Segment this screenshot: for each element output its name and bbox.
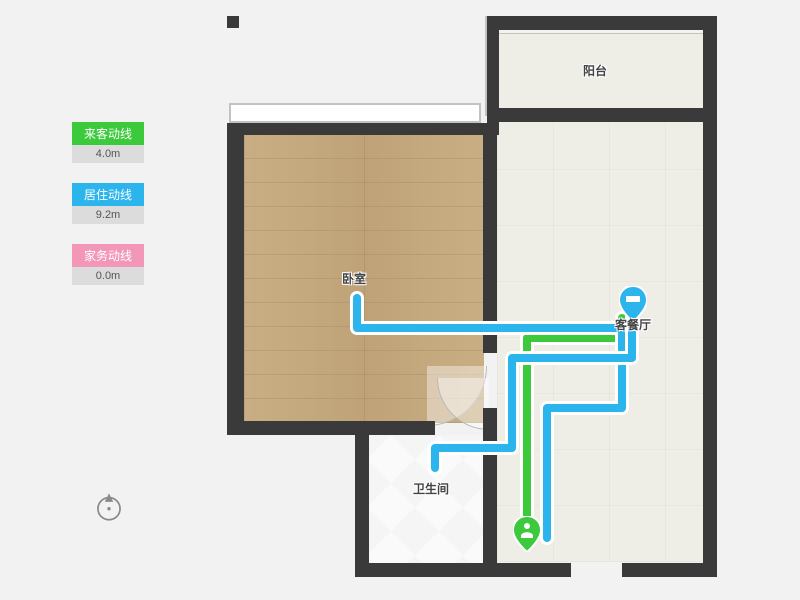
room-living bbox=[497, 122, 705, 562]
wall bbox=[483, 421, 497, 576]
label-living: 客餐厅 bbox=[615, 316, 651, 333]
legend-item-chores: 家务动线 0.0m bbox=[72, 244, 144, 285]
legend-item-guest: 来客动线 4.0m bbox=[72, 122, 144, 163]
balcony-rail-left bbox=[229, 103, 481, 123]
wall bbox=[622, 563, 717, 577]
wall bbox=[355, 421, 369, 576]
wall bbox=[227, 123, 244, 433]
label-bath: 卫生间 bbox=[413, 480, 449, 497]
wall bbox=[557, 563, 571, 577]
room-bath bbox=[367, 435, 487, 565]
marker-person-icon bbox=[513, 516, 541, 552]
wall bbox=[227, 16, 239, 28]
legend-label-guest: 来客动线 bbox=[72, 122, 144, 145]
compass-icon bbox=[92, 490, 126, 524]
wall bbox=[355, 563, 570, 577]
wall bbox=[487, 16, 715, 30]
wall bbox=[483, 123, 497, 353]
wall bbox=[227, 123, 487, 135]
legend: 来客动线 4.0m 居住动线 9.2m 家务动线 0.0m bbox=[72, 122, 144, 305]
legend-value-chores: 0.0m bbox=[72, 267, 144, 285]
wall bbox=[487, 108, 715, 122]
wall bbox=[355, 421, 435, 435]
wall bbox=[687, 108, 715, 122]
legend-item-living: 居住动线 9.2m bbox=[72, 183, 144, 224]
floor-plan: 阳台 卧室 客餐厅 卫生间 bbox=[227, 8, 721, 578]
label-balcony: 阳台 bbox=[583, 62, 607, 79]
wall bbox=[703, 16, 717, 576]
wall bbox=[487, 108, 505, 122]
legend-value-guest: 4.0m bbox=[72, 145, 144, 163]
legend-value-living: 9.2m bbox=[72, 206, 144, 224]
label-bedroom: 卧室 bbox=[342, 270, 366, 287]
wall bbox=[227, 421, 367, 435]
legend-label-living: 居住动线 bbox=[72, 183, 144, 206]
legend-label-chores: 家务动线 bbox=[72, 244, 144, 267]
